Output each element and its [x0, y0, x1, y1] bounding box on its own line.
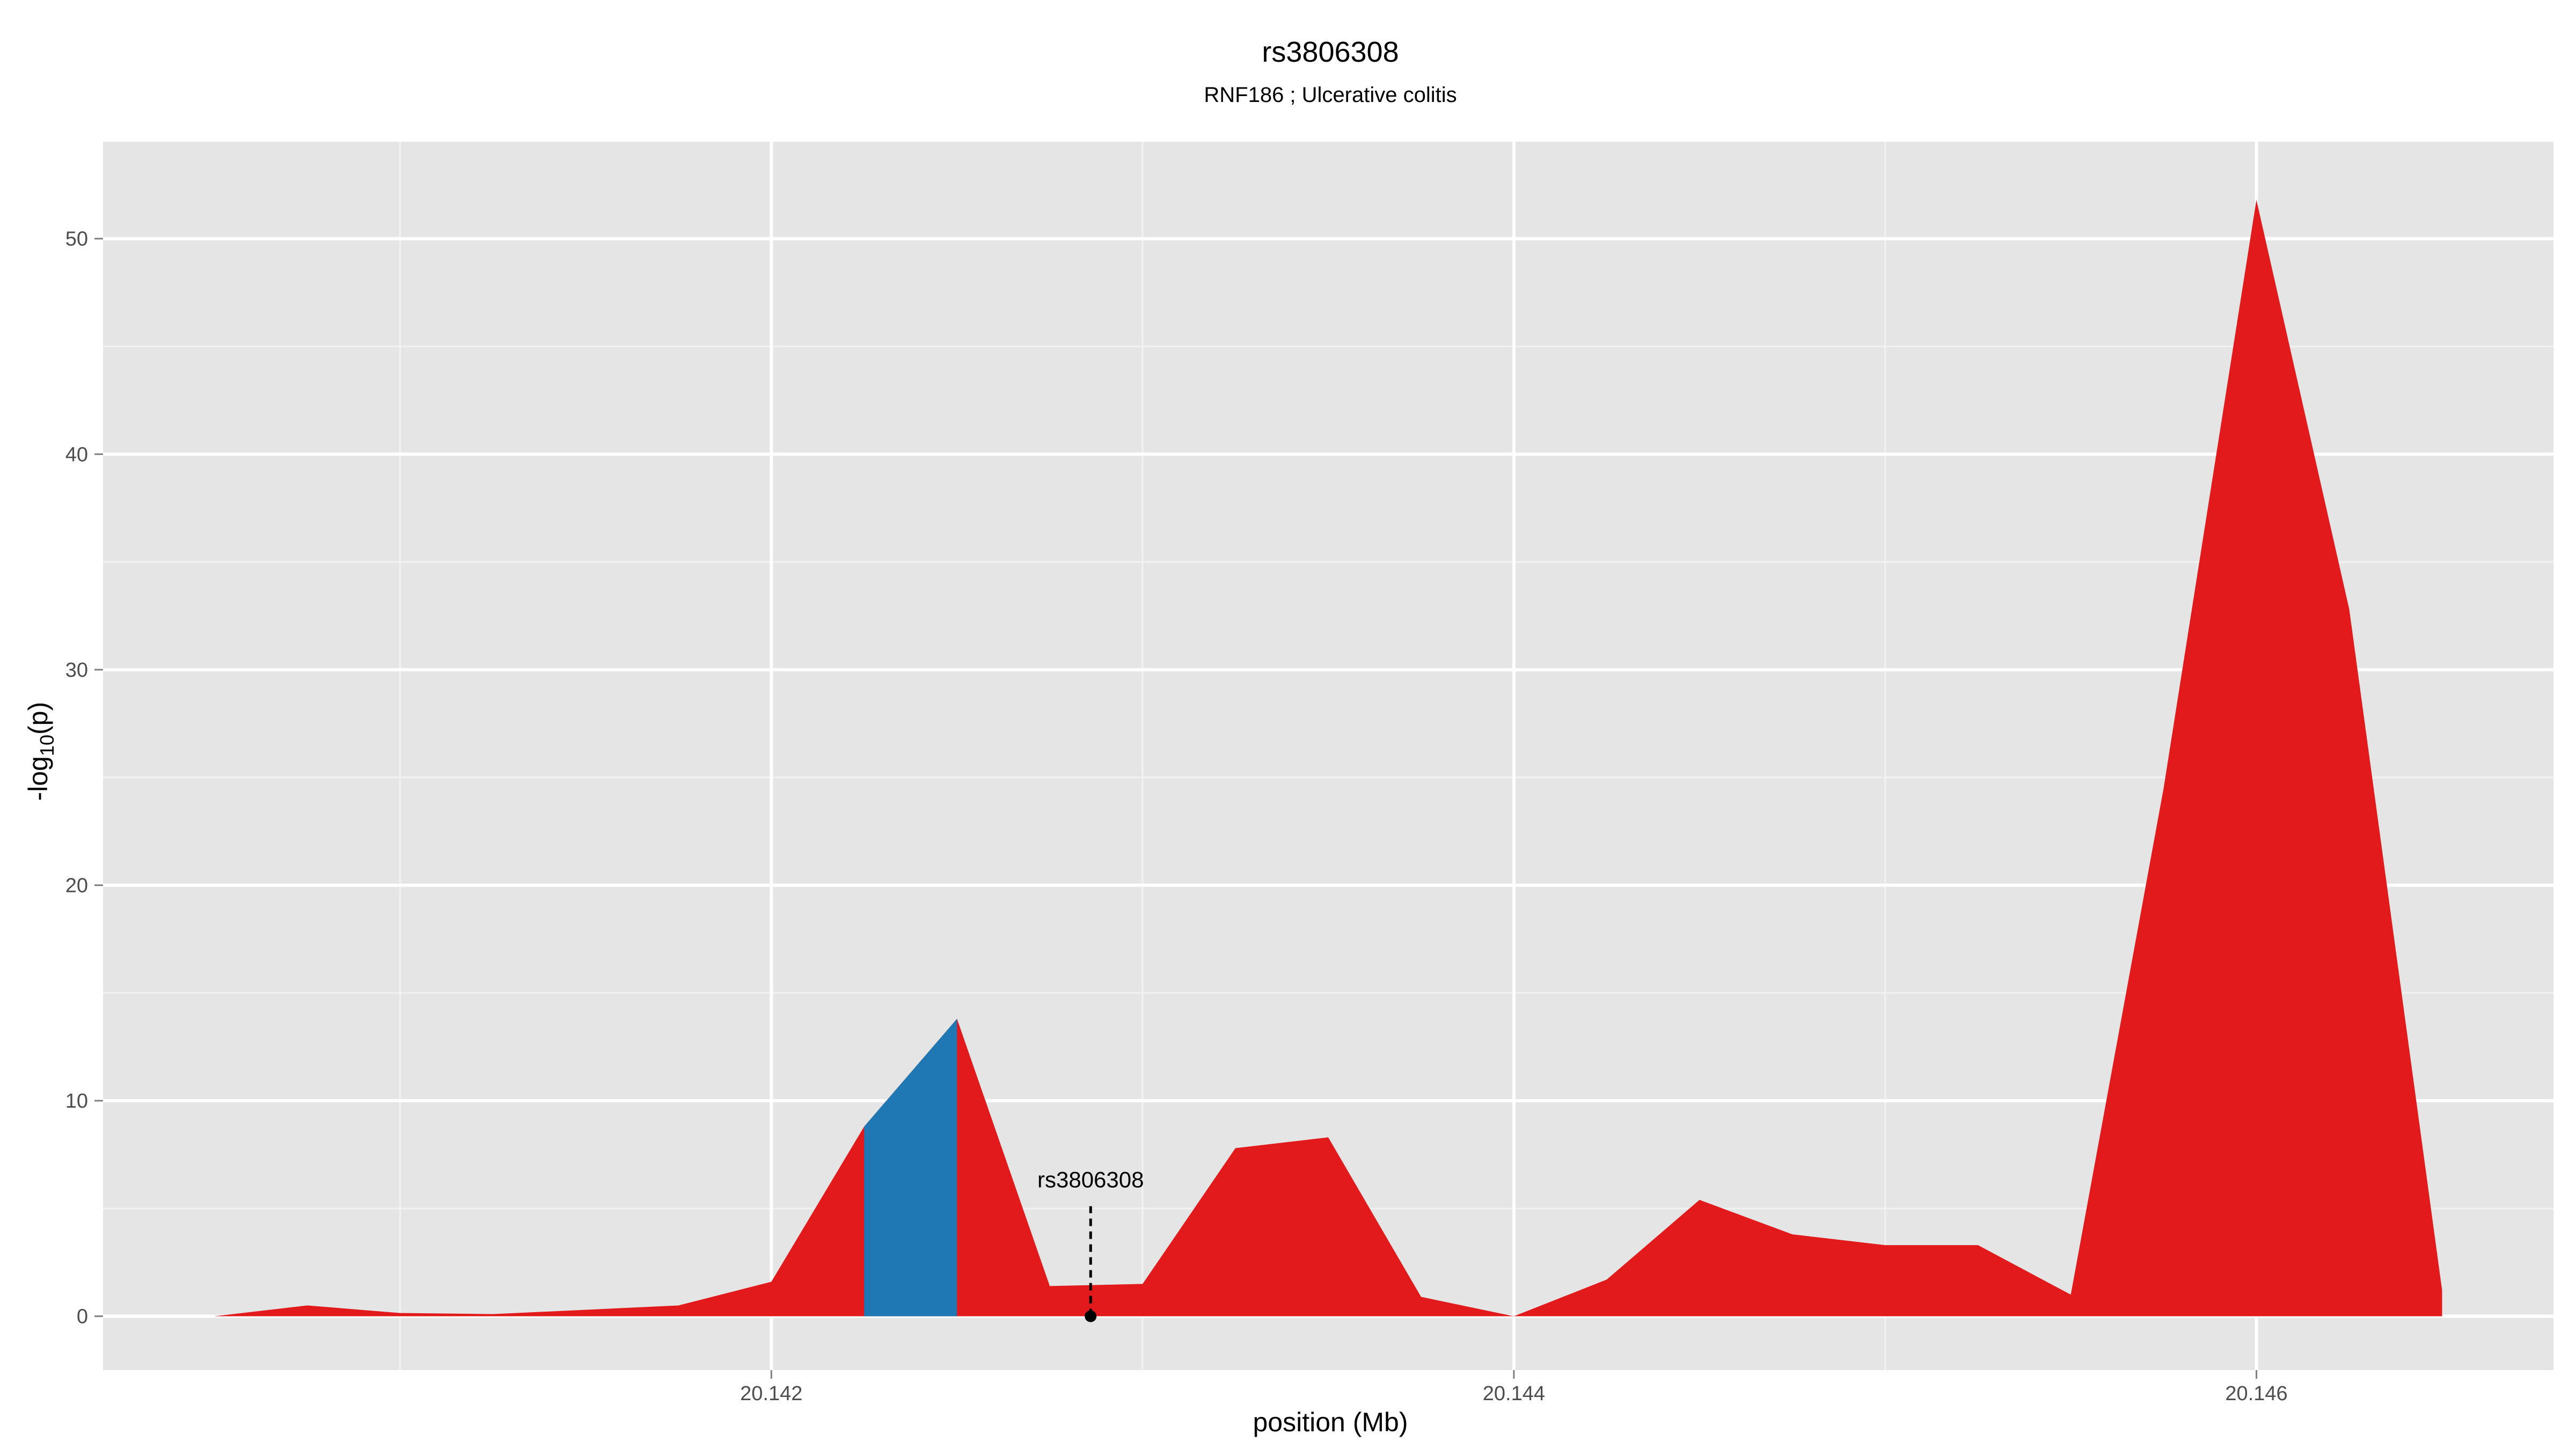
x-axis: 20.142 20.144 20.146: [740, 1370, 2288, 1405]
grid-minor: [103, 142, 2553, 1370]
y-axis: 0 10 20 30 40 50: [65, 228, 103, 1328]
x-tick-label: 20.142: [740, 1382, 802, 1405]
y-axis-label-subscript: 10: [36, 735, 58, 756]
y-axis-label: -log10(p): [23, 702, 58, 801]
y-axis-label-main: -log: [23, 756, 53, 801]
chart-subtitle: RNF186 ; Ulcerative colitis: [1204, 83, 1457, 107]
annotation-layer: rs3806308: [1037, 1167, 1144, 1322]
chart-title: rs3806308: [1262, 36, 1399, 68]
y-axis-label-tail: (p): [23, 702, 53, 735]
x-tick-label: 20.146: [2225, 1382, 2287, 1405]
y-tick-label: 40: [65, 443, 88, 466]
area-series: [214, 200, 2442, 1316]
y-tick-label: 30: [65, 659, 88, 682]
annotation-point: [1085, 1310, 1097, 1322]
highlight-area: [864, 1019, 957, 1316]
y-tick-label: 20: [65, 874, 88, 897]
y-tick-label: 10: [65, 1090, 88, 1113]
y-tick-label: 0: [77, 1306, 88, 1328]
annotation-label: rs3806308: [1037, 1167, 1144, 1192]
y-tick-label: 50: [65, 228, 88, 251]
series-layer: [214, 200, 2442, 1316]
x-tick-label: 20.144: [1483, 1382, 1545, 1405]
x-axis-label: position (Mb): [1253, 1407, 1408, 1437]
